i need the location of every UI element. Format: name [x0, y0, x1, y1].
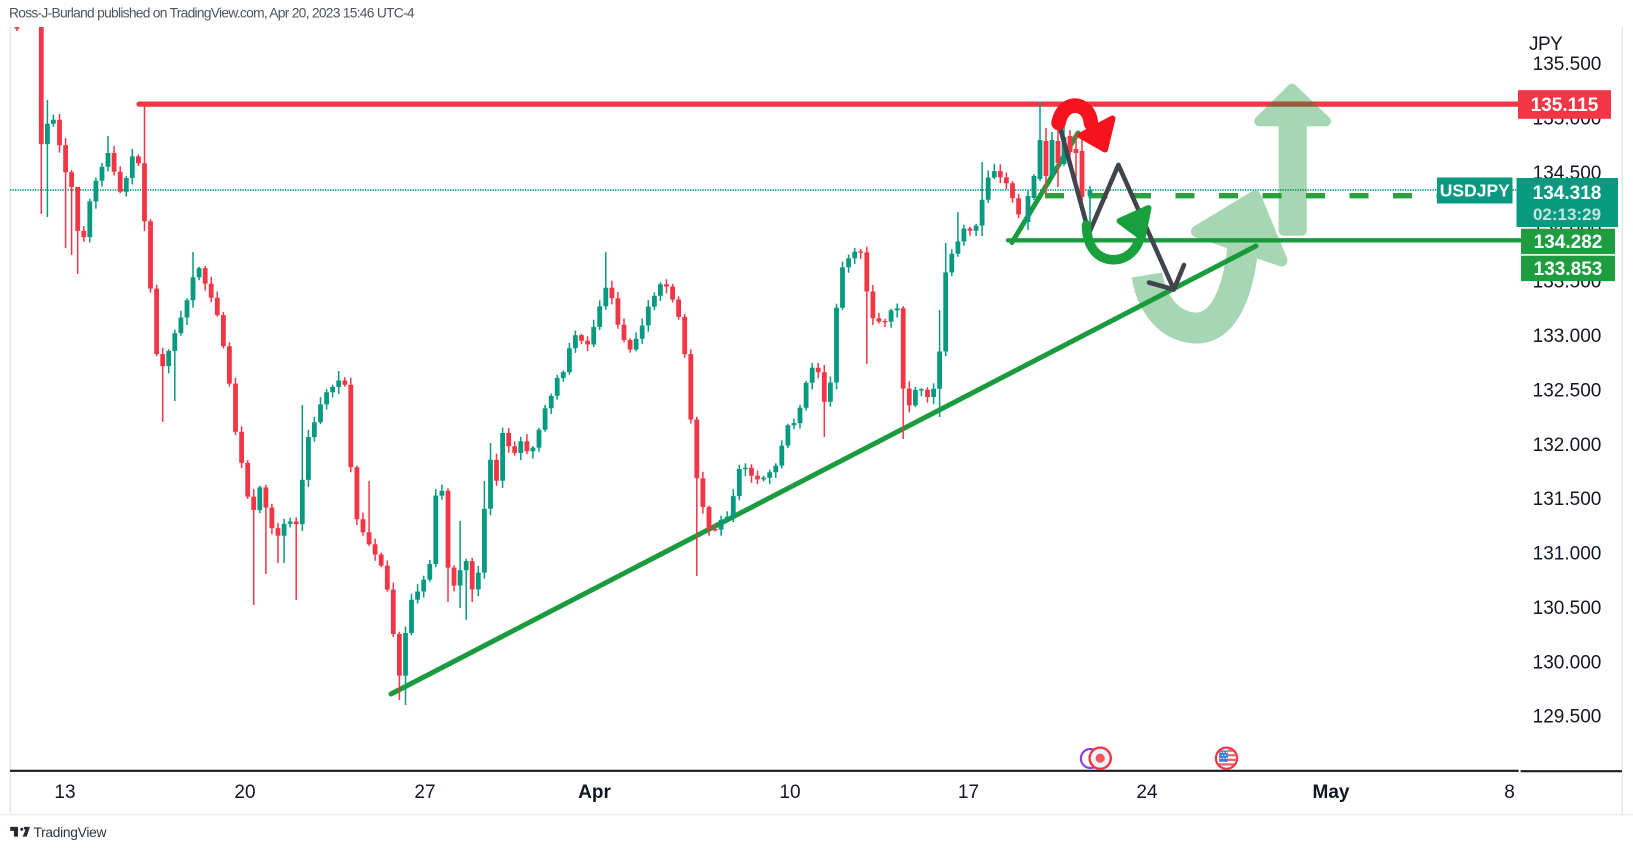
- svg-text:Apr: Apr: [578, 782, 611, 803]
- svg-text:02:13:29: 02:13:29: [1533, 205, 1601, 224]
- svg-text:8: 8: [1504, 782, 1515, 803]
- svg-text:May: May: [1313, 782, 1350, 803]
- svg-text:135.115: 135.115: [1531, 95, 1599, 116]
- svg-text:10: 10: [779, 782, 800, 803]
- svg-text:13: 13: [54, 782, 75, 803]
- svg-text:20: 20: [234, 782, 255, 803]
- svg-text:130.000: 130.000: [1533, 652, 1602, 673]
- svg-text:134.282: 134.282: [1534, 232, 1603, 253]
- svg-text:133.000: 133.000: [1533, 326, 1602, 347]
- svg-text:JPY: JPY: [1529, 34, 1563, 55]
- svg-text:135.500: 135.500: [1533, 54, 1602, 75]
- svg-text:130.500: 130.500: [1533, 598, 1602, 619]
- svg-text:17: 17: [958, 782, 979, 803]
- svg-text:132.000: 132.000: [1533, 435, 1602, 456]
- svg-text:131.000: 131.000: [1533, 544, 1602, 565]
- svg-text:27: 27: [414, 782, 435, 803]
- svg-text:129.500: 129.500: [1533, 707, 1602, 728]
- svg-text:USDJPY: USDJPY: [1440, 181, 1510, 201]
- svg-text:133.853: 133.853: [1534, 259, 1603, 280]
- svg-text:134.318: 134.318: [1533, 183, 1602, 204]
- svg-text:132.500: 132.500: [1533, 380, 1602, 401]
- svg-text:TradingView: TradingView: [34, 825, 107, 840]
- svg-text:Ross-J-Burland published on Tr: Ross-J-Burland published on TradingView.…: [9, 6, 415, 21]
- svg-text:131.500: 131.500: [1533, 489, 1602, 510]
- svg-text:24: 24: [1136, 782, 1158, 803]
